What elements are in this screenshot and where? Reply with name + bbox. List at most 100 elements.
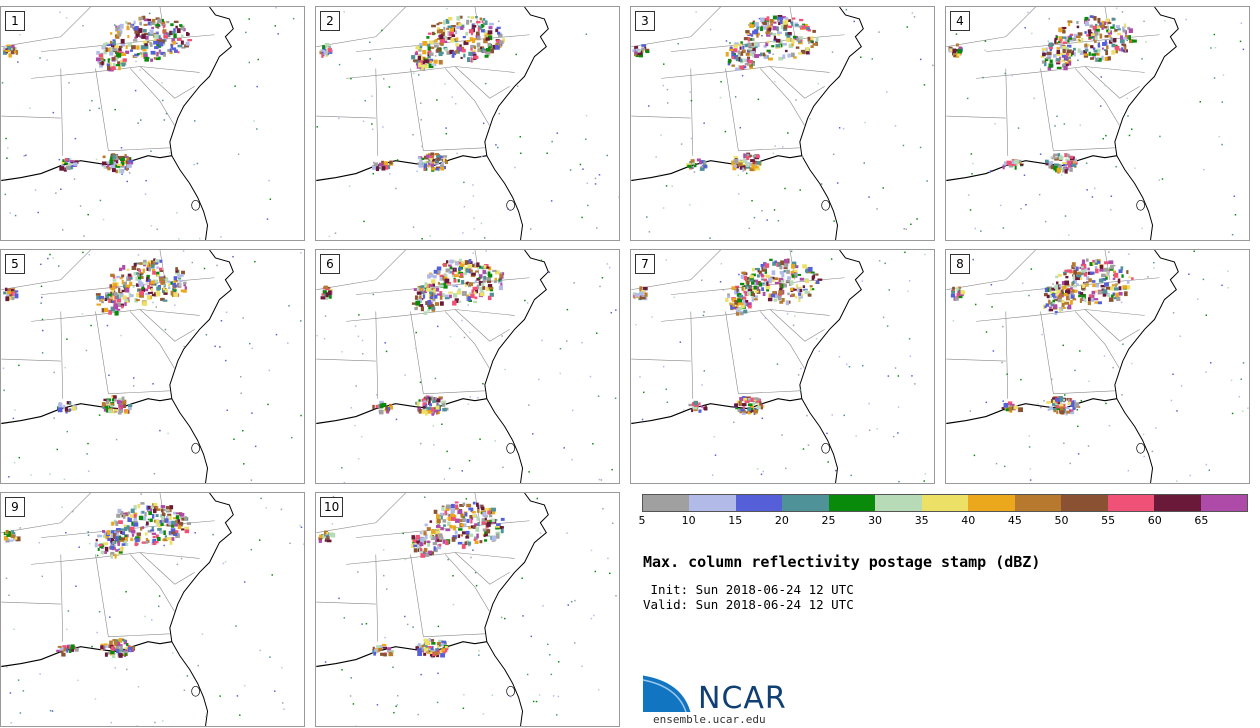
reflectivity-cell [123, 524, 127, 527]
reflectivity-cell [375, 404, 379, 409]
reflectivity-cell [1124, 30, 1127, 35]
reflectivity-cell [433, 269, 438, 274]
reflectivity-speck [19, 33, 21, 36]
reflectivity-speck [163, 284, 165, 287]
reflectivity-cell [166, 32, 171, 38]
reflectivity-cell [1089, 24, 1093, 28]
reflectivity-speck [792, 324, 795, 327]
reflectivity-cell [1103, 26, 1108, 29]
reflectivity-cell [138, 282, 144, 287]
reflectivity-cell [752, 62, 755, 66]
reflectivity-cell [1073, 47, 1076, 51]
reflectivity-speck [582, 168, 584, 170]
reflectivity-cell [139, 290, 145, 296]
reflectivity-cell [471, 272, 476, 276]
reflectivity-cell [1094, 52, 1099, 56]
reflectivity-speck [235, 625, 237, 627]
reflectivity-cell [441, 400, 447, 406]
reflectivity-cell [141, 541, 146, 544]
reflectivity-cell [499, 277, 502, 281]
reflectivity-cell [439, 295, 443, 300]
reflectivity-cell [429, 158, 433, 161]
reflectivity-cell [1099, 22, 1102, 26]
reflectivity-cell [429, 535, 433, 539]
reflectivity-cell [693, 163, 697, 168]
reflectivity-cell [1064, 153, 1068, 158]
reflectivity-speck [689, 204, 691, 206]
reflectivity-cell [1084, 266, 1087, 272]
reflectivity-cell [109, 299, 113, 304]
reflectivity-cell [1048, 42, 1053, 48]
reflectivity-speck [373, 161, 375, 164]
reflectivity-cell [108, 644, 113, 648]
reflectivity-cell [479, 540, 483, 544]
reflectivity-cell [1069, 39, 1073, 42]
reflectivity-speck [420, 119, 422, 121]
reflectivity-speck [760, 473, 763, 476]
reflectivity-speck [397, 694, 399, 697]
reflectivity-speck [418, 74, 420, 76]
reflectivity-cell [747, 289, 753, 292]
member-panel-3: 3 [630, 6, 935, 241]
reflectivity-cell [733, 44, 738, 48]
reflectivity-cell [427, 309, 431, 312]
reflectivity-cell [1105, 275, 1108, 280]
reflectivity-speck [552, 695, 555, 697]
reflectivity-cell [785, 300, 789, 306]
reflectivity-speck [863, 162, 865, 164]
reflectivity-cell [111, 288, 115, 294]
reflectivity-speck [41, 318, 44, 321]
reflectivity-cell [436, 29, 441, 34]
reflectivity-cell [424, 404, 427, 407]
reflectivity-cell [1124, 291, 1128, 297]
reflectivity-cell [124, 302, 127, 306]
reflectivity-cell [952, 52, 958, 57]
reflectivity-cell [467, 296, 471, 302]
reflectivity-cell [468, 269, 472, 274]
reflectivity-speck [1126, 39, 1128, 42]
reflectivity-speck [1115, 165, 1117, 168]
reflectivity-cell [381, 160, 384, 166]
reflectivity-cell [499, 273, 503, 278]
reflectivity-speck [129, 44, 132, 47]
reflectivity-cell [172, 41, 176, 45]
reflectivity-cell [742, 299, 746, 304]
reflectivity-cell [440, 527, 444, 531]
reflectivity-cell [793, 56, 797, 59]
reflectivity-cell [1081, 271, 1084, 276]
reflectivity-cell [439, 274, 445, 278]
reflectivity-cell [454, 274, 459, 278]
reflectivity-cell [325, 537, 330, 540]
reflectivity-cell [169, 507, 172, 513]
reflectivity-cell [1065, 52, 1070, 56]
reflectivity-cell [142, 15, 146, 20]
reflectivity-cell [786, 34, 791, 38]
state-border [316, 7, 406, 47]
reflectivity-cell [1083, 53, 1088, 56]
reflectivity-speck [709, 237, 711, 239]
reflectivity-cell [146, 40, 150, 43]
reflectivity-cell [104, 405, 108, 409]
reflectivity-cell [1050, 156, 1054, 160]
reflectivity-speck [1102, 137, 1105, 140]
reflectivity-speck [1128, 134, 1131, 137]
reflectivity-speck [1027, 11, 1029, 14]
reflectivity-speck [1234, 214, 1237, 216]
reflectivity-cell [14, 536, 18, 540]
reflectivity-cell [114, 156, 120, 161]
reflectivity-cell [440, 642, 444, 647]
reflectivity-cell [740, 51, 744, 56]
reflectivity-speck [132, 385, 135, 387]
reflectivity-cell [1117, 28, 1121, 31]
reflectivity-speck [1147, 276, 1149, 278]
reflectivity-cell [750, 51, 756, 56]
ncar-logo-text: NCAR [698, 681, 787, 716]
reflectivity-speck [417, 713, 419, 716]
reflectivity-cell [738, 302, 744, 306]
reflectivity-cell [1100, 24, 1105, 28]
reflectivity-speck [597, 395, 600, 397]
reflectivity-cell [442, 158, 446, 162]
reflectivity-cell [815, 37, 819, 42]
reflectivity-cell [483, 20, 486, 23]
reflectivity-cell [634, 293, 639, 298]
